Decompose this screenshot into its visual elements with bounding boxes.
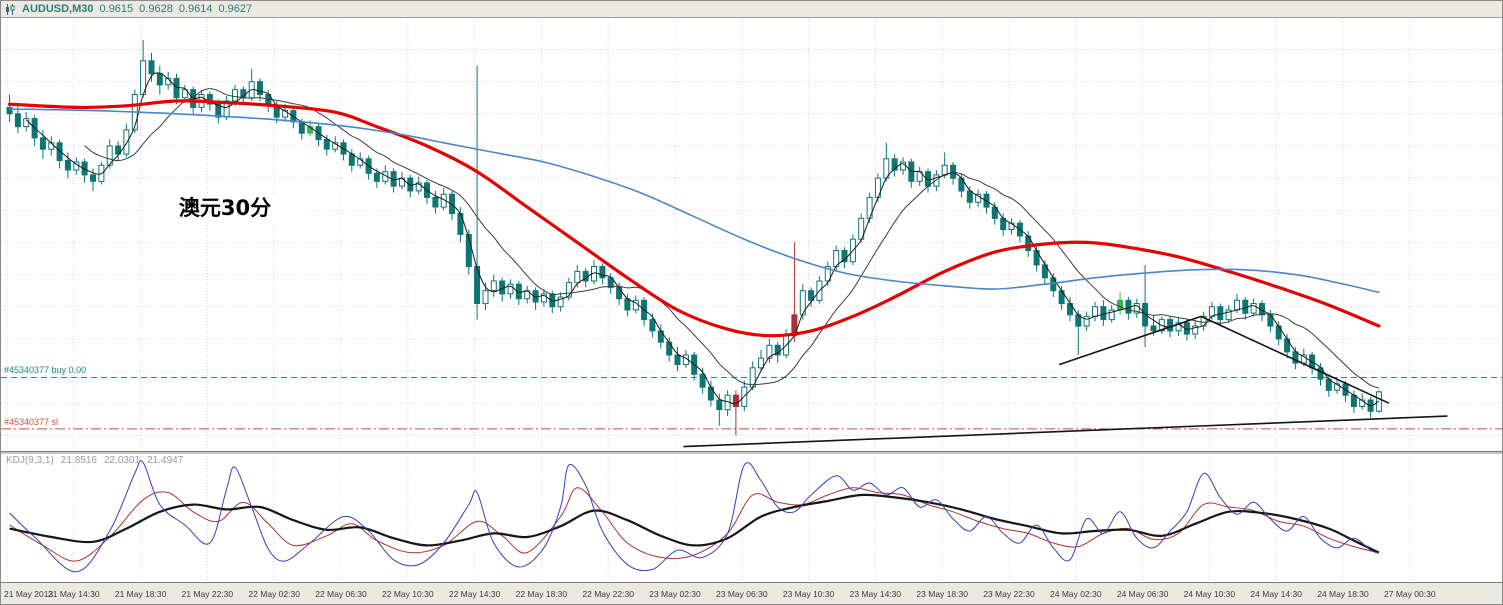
time-axis-label: 22 May 14:30	[448, 589, 501, 599]
close-value: 0.9627	[218, 3, 253, 15]
kdj-line-k	[9, 487, 1380, 562]
time-axis-label: 24 May 02:30	[1050, 589, 1102, 599]
time-axis-label: 24 May 10:30	[1183, 589, 1236, 599]
time-axis-label: 23 May 06:30	[716, 589, 768, 599]
candlestick-chart-icon	[6, 3, 15, 15]
open-value: 0.9615	[99, 3, 134, 15]
time-axis-label: 21 May 14:30	[48, 589, 100, 599]
kdj-indicator-name: KDJ(9,3,1)	[6, 455, 54, 466]
kdj-indicator-label: KDJ(9,3,1) 21.8516 22.0301 21.4947	[6, 455, 183, 466]
kdj-indicator-layer	[9, 459, 1380, 573]
time-axis-label: 21 May 22:30	[181, 589, 234, 599]
time-axis-label: 24 May 18:30	[1317, 589, 1369, 599]
slow-ma-blue-line[interactable]	[8, 108, 1380, 294]
high-value: 0.9628	[139, 3, 173, 15]
kdj-d-value: 22.0301	[103, 455, 141, 466]
kdj-line-d	[9, 493, 1380, 554]
time-axis-label: 24 May 06:30	[1116, 589, 1169, 599]
time-axis-label: 23 May 10:30	[782, 589, 835, 599]
kdj-k-value: 21.8516	[60, 455, 97, 466]
low-value: 0.9614	[178, 3, 213, 15]
time-axis-label: 23 May 18:30	[916, 589, 968, 599]
time-axis-label: 23 May 14:30	[849, 589, 902, 599]
candlestick-layer[interactable]	[6, 39, 1382, 436]
chart-title-bar: AUDUSD,M30 0.9615 0.9628 0.9614 0.9627	[1, 1, 1502, 18]
time-axis-label: 22 May 22:30	[582, 589, 634, 599]
time-axis-label: 23 May 02:30	[649, 589, 701, 599]
fast-ma-line-10	[84, 88, 1380, 389]
time-axis-label: 22 May 02:30	[248, 589, 300, 599]
panel-divider[interactable]	[1, 451, 1502, 454]
time-axis-label: 21 May 18:30	[114, 589, 167, 599]
stoploss-order-label[interactable]: #45340377 sl	[4, 416, 59, 427]
time-axis-label: 22 May 18:30	[515, 589, 568, 599]
trendlines-layer[interactable]	[683, 315, 1448, 448]
time-axis-label: 27 May 00:30	[1384, 589, 1436, 599]
time-axis-label: 22 May 06:30	[315, 589, 367, 599]
kdj-line-j	[9, 459, 1380, 573]
time-axis-label: 22 May 10:30	[382, 589, 434, 599]
time-axis-label: 21 May 2013	[4, 589, 54, 599]
slow-ma-red-line[interactable]	[7, 99, 1381, 338]
fast-ma-line-3	[25, 72, 1380, 407]
time-axis-label: 24 May 14:30	[1250, 589, 1302, 599]
time-axis-label: 23 May 22:30	[983, 589, 1035, 599]
text-annotation[interactable]: 澳元30分	[142, 193, 308, 224]
time-axis[interactable]: 21 May 2013 21 May 14:30 21 May 18:30 21 Ma…	[1, 582, 1502, 604]
buy-order-label[interactable]: #45340377 buy 0.00	[4, 365, 87, 376]
kdj-j-value: 21.4947	[147, 455, 184, 466]
symbol-period-label: AUDUSD,M30	[22, 3, 94, 15]
